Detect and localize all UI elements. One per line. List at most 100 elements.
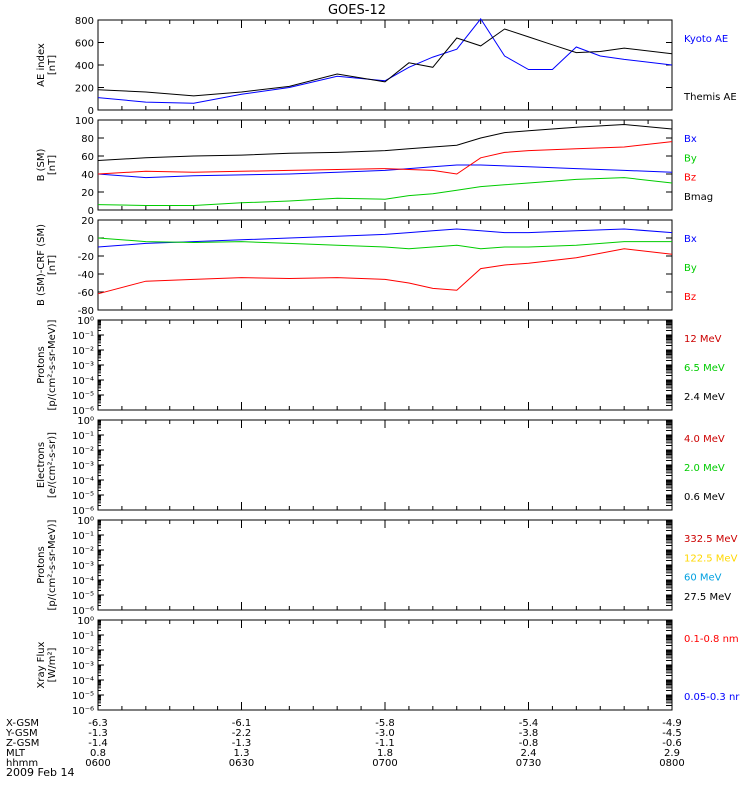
y-axis-label-line: Xray Flux xyxy=(36,641,47,688)
ephemeris-value: -1.3 xyxy=(88,728,108,739)
y-tick-label: 10⁻¹ xyxy=(72,631,94,642)
y-tick-label: 40 xyxy=(81,170,94,181)
series-line-bmag xyxy=(97,123,673,161)
y-tick-label: 10⁻⁶ xyxy=(72,506,94,517)
ephemeris-value: -4.5 xyxy=(662,728,682,739)
ephemeris-value: 0630 xyxy=(229,758,254,769)
series-line-bz xyxy=(97,141,673,175)
y-tick-label: 10⁰ xyxy=(77,416,94,427)
ephemeris-value: 2.4 xyxy=(521,748,537,759)
ephemeris-value: -0.8 xyxy=(519,738,539,749)
y-tick-label: 10⁻¹ xyxy=(72,331,94,342)
panel-3: -80 -60 -40 -20 0 20 B (SM)-CRF (SM)[nT] Bx By Bz xyxy=(36,216,697,317)
legend-entry: Themis AE xyxy=(683,92,737,103)
chart-title: GOES-12 xyxy=(328,3,386,18)
panel-frame xyxy=(97,19,673,111)
y-axis-label-line: Electrons xyxy=(36,442,47,488)
y-tick-label: 10⁰ xyxy=(77,316,94,327)
ephemeris-value: -6.3 xyxy=(88,718,108,729)
y-axis-label: Protons[p/(cm²-s-sr-MeV)] xyxy=(36,319,58,410)
ephemeris-row-label: Z-GSM xyxy=(6,738,39,749)
y-tick-label: -20 xyxy=(78,252,94,263)
y-tick-label: 10⁻³ xyxy=(72,361,94,372)
legend-entry: Bz xyxy=(684,292,696,303)
y-tick-label: 0 xyxy=(88,234,94,245)
y-axis-label: B (SM)[nT] xyxy=(36,148,58,181)
panel-frame xyxy=(97,619,673,711)
y-tick-label: 10⁻³ xyxy=(72,461,94,472)
ephemeris-value: 1.8 xyxy=(377,748,393,759)
legend-entry: By xyxy=(684,153,697,164)
y-tick-label: 10⁻⁴ xyxy=(72,476,94,487)
legend-entry: 60 MeV xyxy=(684,573,722,584)
y-tick-label: -60 xyxy=(78,288,94,299)
y-tick-label: 10⁻² xyxy=(72,646,94,657)
y-tick-label: 10⁻⁵ xyxy=(72,491,94,502)
ephemeris-value: -1.1 xyxy=(375,738,395,749)
y-axis-label-line: [nT] xyxy=(47,55,58,75)
ephemeris-value: 1.3 xyxy=(234,748,250,759)
ephemeris-value: -5.8 xyxy=(375,718,395,729)
legend-entry: 2.0 MeV xyxy=(684,463,725,474)
ephemeris-value: -1.4 xyxy=(88,738,108,749)
date-label: 2009 Feb 14 xyxy=(6,766,74,779)
y-tick-label: 10⁻² xyxy=(72,446,94,457)
legend-entry: Bx xyxy=(684,134,697,145)
y-axis-label-line: [e/(cm²-s-sr)] xyxy=(47,432,58,498)
panel-frame xyxy=(97,419,673,511)
ephemeris-row-label: X-GSM xyxy=(6,718,39,729)
y-tick-label: 10⁻² xyxy=(72,346,94,357)
legend-entry: 27.5 MeV xyxy=(684,592,731,603)
legend-entry: 122.5 MeV xyxy=(684,553,738,564)
y-tick-label: 10⁻⁶ xyxy=(72,406,94,417)
y-axis-label: Xray Flux[W/m²] xyxy=(36,641,58,688)
y-tick-label: 10⁻³ xyxy=(72,661,94,672)
y-axis-label-line: [p/(cm²-s-sr-MeV)] xyxy=(47,519,58,610)
y-axis-label-line: [nT] xyxy=(47,255,58,275)
legend-entry: Bz xyxy=(684,173,696,184)
y-tick-label: 10⁻³ xyxy=(72,561,94,572)
y-tick-label: 10⁻⁵ xyxy=(72,691,94,702)
y-tick-label: 10⁻¹ xyxy=(72,431,94,442)
y-tick-label: 10⁻⁴ xyxy=(72,376,94,387)
ephemeris-value: 0800 xyxy=(659,758,684,769)
ephemeris-row-label: MLT xyxy=(6,748,26,759)
ephemeris-value: -0.6 xyxy=(662,738,682,749)
legend-entry: 6.5 MeV xyxy=(684,363,725,374)
y-tick-label: 10⁻⁵ xyxy=(72,591,94,602)
y-axis-label-line: B (SM)-CRF (SM) xyxy=(36,224,47,306)
legend-entry: 12 MeV xyxy=(684,334,722,345)
y-axis-label-line: [nT] xyxy=(47,155,58,175)
legend-entry: By xyxy=(684,263,697,274)
y-tick-label: 80 xyxy=(81,134,94,145)
y-axis-label: Protons[p/(cm²-s-sr-MeV)] xyxy=(36,519,58,610)
y-tick-label: 10⁻² xyxy=(72,546,94,557)
y-axis-label-line: B (SM) xyxy=(36,148,47,181)
panel-7: 10⁻⁶ 10⁻⁵ 10⁻⁴ 10⁻³ 10⁻² 10⁻¹ 10⁰ Xray Flux[W/m… xyxy=(36,616,740,717)
ephemeris-value: 0730 xyxy=(516,758,541,769)
y-tick-label: 10⁻⁴ xyxy=(72,676,94,687)
series-line-bz xyxy=(97,248,673,295)
series-line-bx xyxy=(97,228,673,248)
y-tick-label: -40 xyxy=(78,270,94,281)
y-tick-label: 400 xyxy=(75,61,94,72)
y-tick-label: 10⁰ xyxy=(77,616,94,627)
legend-entry: Kyoto AE xyxy=(684,34,728,45)
series-line-bx xyxy=(97,164,673,179)
y-tick-label: 100 xyxy=(75,116,94,127)
ephemeris-value: -3.8 xyxy=(519,728,539,739)
panel-5: 10⁻⁶ 10⁻⁵ 10⁻⁴ 10⁻³ 10⁻² 10⁻¹ 10⁰ Electrons[e/(… xyxy=(36,416,725,517)
y-tick-label: -80 xyxy=(78,306,94,317)
y-tick-label: 200 xyxy=(75,84,94,95)
ephemeris-value: -1.3 xyxy=(232,738,252,749)
y-tick-label: 10⁻⁵ xyxy=(72,391,94,402)
y-tick-label: 10⁻¹ xyxy=(72,531,94,542)
y-axis-label-line: Protons xyxy=(36,546,47,583)
legend-entry: 0.05-0.3 nr xyxy=(684,692,740,703)
legend-entry: 4.0 MeV xyxy=(684,434,725,445)
ephemeris-row-label: Y-GSM xyxy=(5,728,38,739)
legend-entry: Bx xyxy=(684,234,697,245)
y-tick-label: 600 xyxy=(75,39,94,50)
series-line-themis-ae xyxy=(97,28,673,97)
